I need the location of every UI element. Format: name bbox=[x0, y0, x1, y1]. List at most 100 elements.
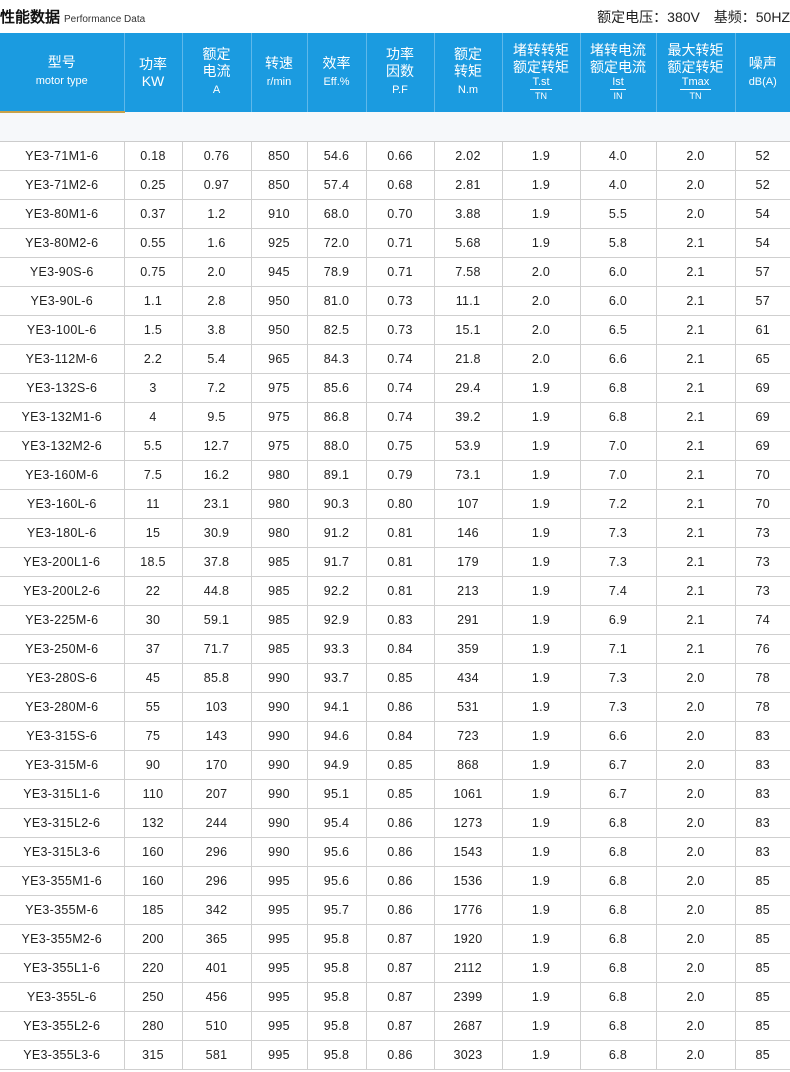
table-cell: 23.1 bbox=[181, 489, 252, 519]
column-header: 型号 motor type bbox=[0, 33, 124, 113]
table-cell: 57.4 bbox=[306, 170, 367, 200]
table-cell: 0.87 bbox=[365, 953, 435, 983]
header-label: 额定转矩 bbox=[513, 59, 569, 75]
table-cell: 95.7 bbox=[306, 895, 367, 925]
header-ratio: Tmax TN bbox=[679, 76, 712, 103]
table-cell: 0.55 bbox=[123, 228, 183, 258]
table-cell: 2.0 bbox=[655, 866, 736, 896]
table-cell: 1.9 bbox=[501, 837, 581, 867]
table-row: YE3-80M2-6 0.55 1.6 925 72.0 0.71 5.68 1.9 5.8 2.… bbox=[0, 228, 790, 258]
table-cell: 9.5 bbox=[181, 402, 252, 432]
table-cell: 83 bbox=[734, 808, 790, 838]
header-label: 额定 bbox=[454, 46, 482, 62]
table-cell: 531 bbox=[433, 692, 503, 722]
table-cell: 401 bbox=[181, 953, 252, 983]
header-label: 因数 bbox=[386, 63, 414, 79]
table-cell: 1543 bbox=[433, 837, 503, 867]
table-cell: 0.74 bbox=[365, 344, 435, 374]
table-cell: 2.1 bbox=[655, 402, 736, 432]
table-cell: 2.0 bbox=[655, 837, 736, 867]
table-cell: 4.0 bbox=[579, 141, 657, 171]
table-cell: 2.0 bbox=[655, 750, 736, 780]
table-cell: 0.73 bbox=[365, 315, 435, 345]
table-cell: 54 bbox=[734, 199, 790, 229]
table-cell: 85.6 bbox=[306, 373, 367, 403]
table-cell: 7.3 bbox=[579, 518, 657, 548]
table-cell: 2112 bbox=[433, 953, 503, 983]
table-cell: 0.81 bbox=[365, 547, 435, 577]
table-cell: 95.1 bbox=[306, 779, 367, 809]
table-cell: 1.9 bbox=[501, 982, 581, 1012]
table-cell: 7.2 bbox=[579, 489, 657, 519]
table-cell: 2.0 bbox=[181, 257, 252, 287]
header-label: 堵转电流 bbox=[590, 42, 646, 58]
table-cell: 2.02 bbox=[433, 141, 503, 171]
table-cell: 4.0 bbox=[579, 170, 657, 200]
table-row: YE3-112M-6 2.2 5.4 965 84.3 0.74 21.8 2.0 6.6 2.1… bbox=[0, 344, 790, 374]
table-row: YE3-250M-6 37 71.7 985 93.3 0.84 359 1.9 7.1 2.1 7… bbox=[0, 634, 790, 664]
table-cell: 2.1 bbox=[655, 286, 736, 316]
title-en: Performance Data bbox=[64, 14, 146, 25]
table-cell: 52 bbox=[734, 141, 790, 171]
motor-type-cell: YE3-315L3-6 bbox=[0, 837, 125, 867]
table-cell: 5.5 bbox=[579, 199, 657, 229]
table-row: YE3-132M2-6 5.5 12.7 975 88.0 0.75 53.9 1.9 7.0 2… bbox=[0, 431, 790, 461]
table-cell: 89.1 bbox=[306, 460, 367, 490]
table-cell: 850 bbox=[250, 170, 308, 200]
table-cell: 78 bbox=[734, 663, 790, 693]
motor-type-cell: YE3-132M1-6 bbox=[0, 402, 125, 432]
table-cell: 1920 bbox=[433, 924, 503, 954]
table-cell: 985 bbox=[250, 605, 308, 635]
table-cell: 6.8 bbox=[579, 982, 657, 1012]
header-unit: dB(A) bbox=[748, 75, 777, 88]
header-label: 最大转矩 bbox=[667, 42, 724, 58]
table-cell: 990 bbox=[250, 808, 308, 838]
table-cell: 995 bbox=[250, 895, 308, 925]
table-cell: 2.0 bbox=[655, 663, 736, 693]
table-cell: 0.76 bbox=[181, 141, 252, 171]
table-cell: 78 bbox=[734, 692, 790, 722]
table-cell: 69 bbox=[734, 402, 790, 432]
table-cell: 0.85 bbox=[365, 779, 435, 809]
table-cell: 59.1 bbox=[181, 605, 252, 635]
table-cell: 980 bbox=[250, 518, 308, 548]
header-label: 噪声 bbox=[748, 54, 777, 71]
table-cell: 296 bbox=[181, 837, 252, 867]
table-cell: 244 bbox=[181, 808, 252, 838]
table-cell: 95.8 bbox=[306, 982, 367, 1012]
table-cell: 95.8 bbox=[306, 1040, 367, 1070]
table-row: YE3-90L-6 1.1 2.8 950 81.0 0.73 11.1 2.0 6.0 2.1 5… bbox=[0, 286, 790, 316]
table-cell: 6.9 bbox=[579, 605, 657, 635]
table-cell: 5.68 bbox=[433, 228, 503, 258]
table-cell: 107 bbox=[433, 489, 503, 519]
motor-type-cell: YE3-90L-6 bbox=[0, 286, 125, 316]
ratio-numerator: Ist bbox=[610, 76, 626, 90]
table-cell: 83 bbox=[734, 721, 790, 751]
table-cell: 72.0 bbox=[306, 228, 367, 258]
motor-type-cell: YE3-80M1-6 bbox=[0, 199, 125, 229]
header-label: 额定电流 bbox=[590, 59, 646, 75]
table-cell: 995 bbox=[250, 866, 308, 896]
table-cell: 3 bbox=[123, 373, 183, 403]
table-cell: 6.8 bbox=[579, 953, 657, 983]
table-row: YE3-355L3-6 315 581 995 95.8 0.86 3023 1.9 6.8 2.… bbox=[0, 1040, 790, 1070]
table-cell: 0.84 bbox=[365, 634, 435, 664]
header-unit: P.F bbox=[392, 84, 408, 96]
table-cell: 2.0 bbox=[655, 692, 736, 722]
table-row: YE3-280S-6 45 85.8 990 93.7 0.85 434 1.9 7.3 2.0 7… bbox=[0, 663, 790, 693]
column-header: 额定 转矩 N.m bbox=[433, 33, 502, 112]
table-cell: 6.8 bbox=[579, 402, 657, 432]
table-cell: 6.8 bbox=[579, 1040, 657, 1070]
table-cell: 207 bbox=[181, 779, 252, 809]
table-cell: 85 bbox=[734, 866, 790, 896]
table-cell: 6.8 bbox=[579, 837, 657, 867]
table-cell: 2.1 bbox=[655, 228, 736, 258]
table-cell: 1.1 bbox=[123, 286, 183, 316]
header-label: 额定 bbox=[202, 46, 231, 62]
table-cell: 2399 bbox=[433, 982, 503, 1012]
table-cell: 6.7 bbox=[579, 779, 657, 809]
table-cell: 0.87 bbox=[365, 924, 435, 954]
table-cell: 2.0 bbox=[655, 170, 736, 200]
table-cell: 39.2 bbox=[433, 402, 503, 432]
table-cell: 52 bbox=[734, 170, 790, 200]
